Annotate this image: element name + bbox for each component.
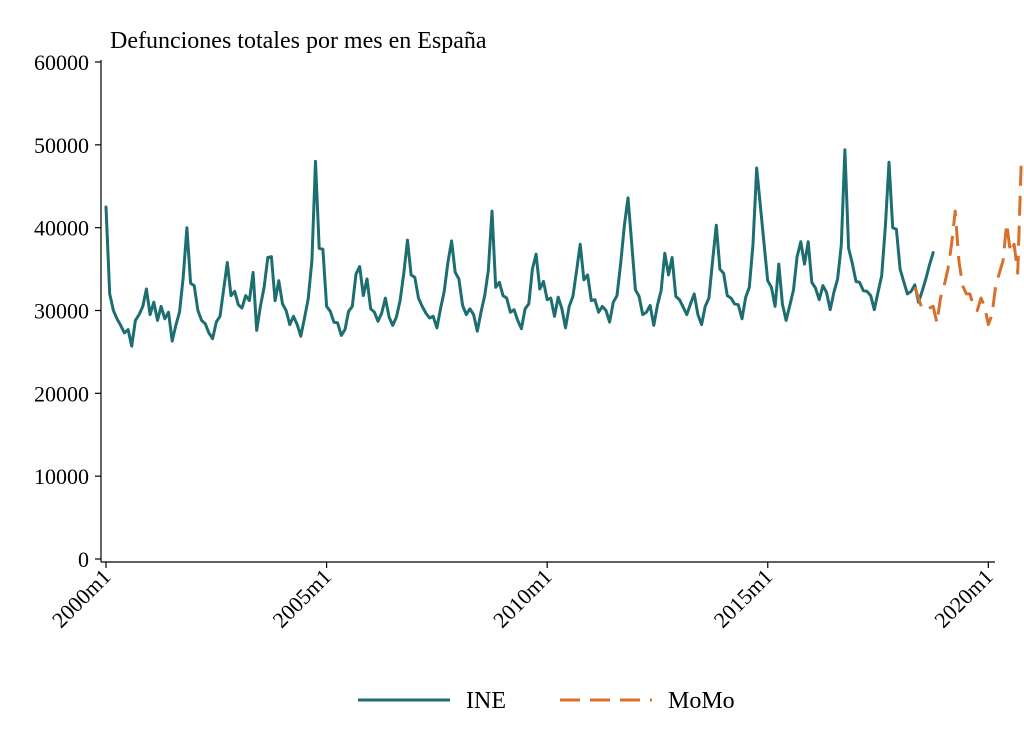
- y-tick-label: 40000: [34, 216, 89, 241]
- x-tick-label: 2015m1: [709, 564, 778, 633]
- x-tick-label: 2020m1: [929, 564, 998, 633]
- chart-title: Defunciones totales por mes en España: [110, 28, 487, 54]
- y-tick-label: 10000: [34, 464, 89, 489]
- x-tick-label: 2000m1: [47, 564, 116, 633]
- y-tick-label: 20000: [34, 381, 89, 406]
- y-tick-label: 30000: [34, 299, 89, 324]
- series-layer: [104, 148, 1023, 348]
- y-tick-label: 60000: [34, 50, 89, 75]
- series-line-ine: [104, 148, 935, 348]
- y-ticks: 0 10000 20000 30000 40000 50000 60000: [34, 50, 101, 572]
- legend-label-momo: MoMo: [668, 688, 735, 714]
- x-tick-label: 2010m1: [488, 564, 557, 633]
- x-ticks: 2000m1 2005m1 2010m1 2015m1 2020m1: [47, 562, 998, 633]
- legend: INE MoMo: [358, 688, 735, 714]
- y-tick-label: 50000: [34, 133, 89, 158]
- series-line-momo: [913, 157, 1023, 327]
- legend-item-momo: MoMo: [560, 688, 735, 714]
- y-tick-label: 0: [78, 547, 89, 572]
- legend-item-ine: INE: [358, 688, 506, 714]
- x-tick-label: 2005m1: [267, 564, 336, 633]
- legend-label-ine: INE: [466, 688, 506, 714]
